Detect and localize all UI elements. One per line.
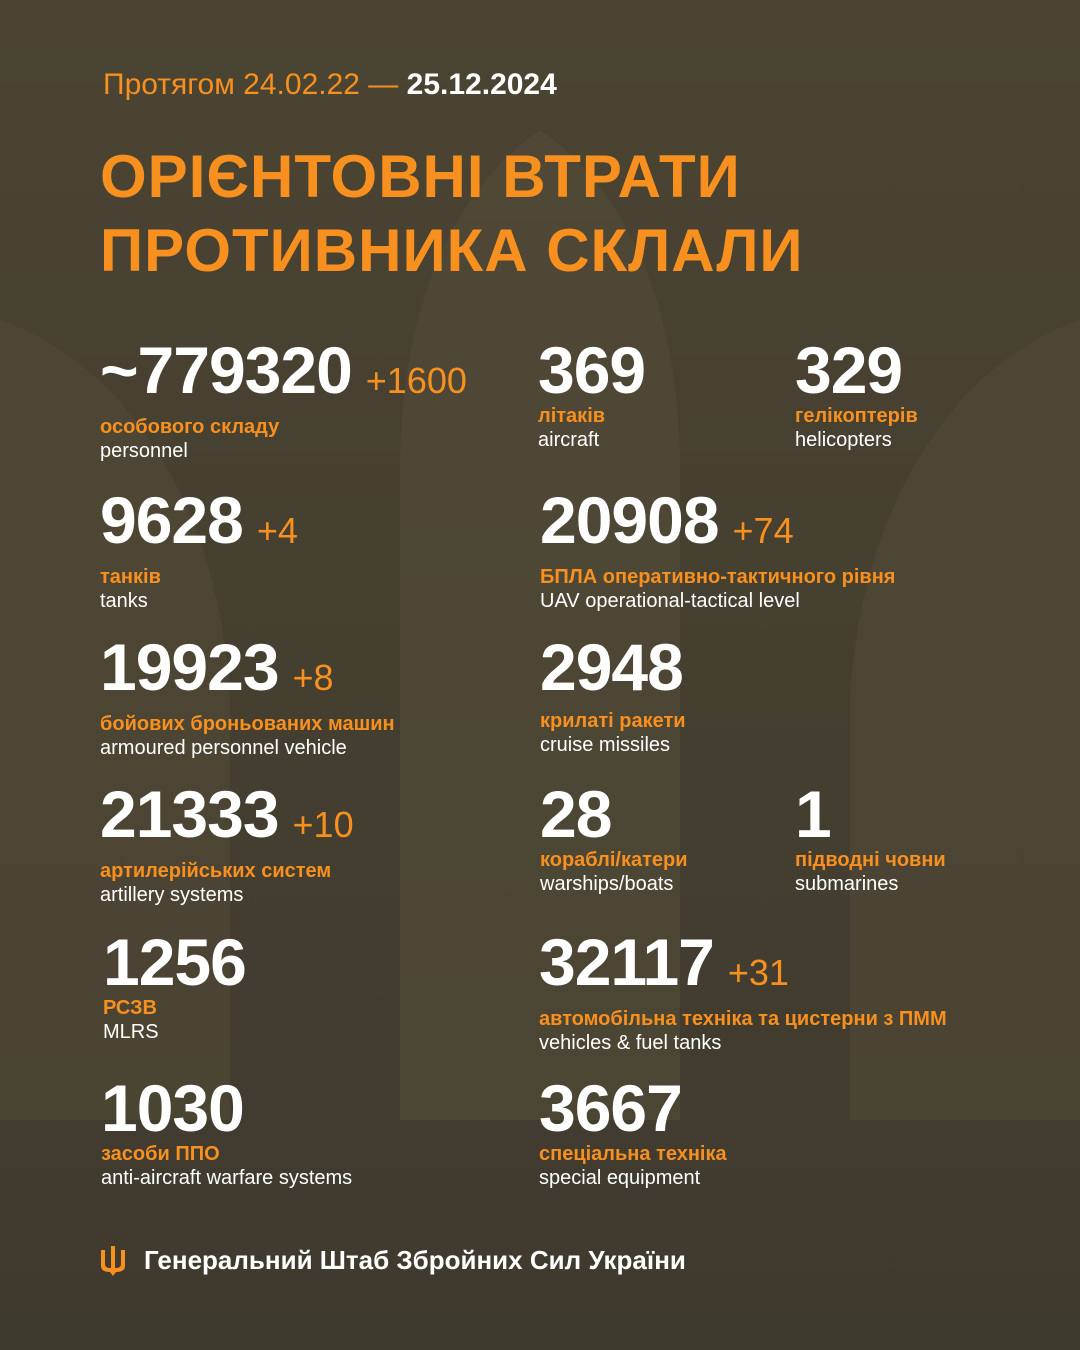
- stat-label-en: armoured personnel vehicle: [100, 737, 347, 759]
- stat-value: ~779320: [100, 333, 353, 407]
- stat-value: 20908: [540, 483, 720, 557]
- stat-personnel: ~779320 +1600 особового складу personnel: [100, 337, 467, 463]
- trident-icon: [101, 1245, 125, 1276]
- page-title: ОРІЄНТОВНІ ВТРАТИ ПРОТИВНИКА СКЛАЛИ: [100, 140, 804, 288]
- stat-label-ua: засоби ППО: [101, 1143, 220, 1165]
- stat-label-en: vehicles & fuel tanks: [539, 1032, 722, 1054]
- organization-name: Генеральний Штаб Збройних Сил України: [144, 1245, 686, 1275]
- title-line-1: ОРІЄНТОВНІ ВТРАТИ: [100, 143, 741, 210]
- period-start: Протягом 24.02.22 —: [103, 68, 399, 101]
- stat-label-ua: танків: [100, 566, 161, 588]
- stat-delta: +4: [256, 510, 298, 551]
- stat-value: 2948: [540, 630, 684, 704]
- title-line-2: ПРОТИВНИКА СКЛАЛИ: [100, 217, 804, 284]
- stat-delta: +1600: [365, 360, 467, 401]
- stat-cruise-missiles: 2948 крилаті ракети cruise missiles: [540, 634, 686, 757]
- stat-delta: +10: [292, 804, 354, 845]
- stat-label-en: aircraft: [538, 429, 600, 451]
- stat-value: 3667: [539, 1071, 683, 1145]
- stat-mlrs: 1256 РСЗВ MLRS: [103, 929, 247, 1044]
- stat-value: 1256: [103, 925, 247, 999]
- stat-label-en: special equipment: [539, 1167, 701, 1189]
- stat-label-en: UAV operational-tactical level: [540, 590, 800, 612]
- stat-uav: 20908 +74 БПЛА оперативно-тактичного рівня…: [540, 487, 896, 613]
- stat-delta: +8: [292, 657, 334, 698]
- stat-label-ua: РСЗВ: [103, 997, 157, 1019]
- stat-submarines: 1 підводні човни submarines: [795, 781, 946, 896]
- stat-label-ua: БПЛА оперативно-тактичного рівня: [540, 566, 896, 588]
- stat-value: 32117: [539, 925, 715, 999]
- stat-label-ua: літаків: [538, 405, 606, 427]
- stat-value: 19923: [100, 630, 280, 704]
- stat-value: 369: [538, 333, 646, 407]
- stat-artillery: 21333 +10 артилерійських систем artillery s…: [100, 781, 354, 907]
- stat-label-ua: бойових броньованих машин: [100, 713, 395, 735]
- stat-special-equipment: 3667 спеціальна техніка special equipment: [539, 1075, 727, 1190]
- stat-value: 329: [795, 333, 903, 407]
- stat-label-en: anti-aircraft warfare systems: [101, 1167, 353, 1189]
- stat-vehicles: 32117 +31 автомобільна техніка та цистерни…: [539, 929, 947, 1055]
- stat-label-en: personnel: [100, 440, 188, 462]
- footer: Генеральний Штаб Збройних Сил України: [100, 1245, 686, 1276]
- stat-label-ua: підводні човни: [795, 849, 946, 871]
- stat-label-ua: кораблі/катери: [540, 849, 688, 871]
- stat-value: 21333: [100, 777, 280, 851]
- stat-air-defense: 1030 засоби ППО anti-aircraft warfare syst…: [101, 1075, 353, 1190]
- stat-label-en: MLRS: [103, 1021, 159, 1043]
- stat-value: 9628: [100, 483, 244, 557]
- stat-label-ua: спеціальна техніка: [539, 1143, 727, 1165]
- stat-label-en: warships/boats: [540, 873, 674, 895]
- stat-delta: +74: [732, 510, 794, 551]
- stat-label-en: cruise missiles: [540, 734, 671, 756]
- stat-label-ua: особового складу: [100, 416, 280, 438]
- stat-delta: +31: [727, 952, 789, 993]
- period-end: 25.12.2024: [406, 68, 557, 101]
- stat-label-en: tanks: [100, 590, 148, 612]
- stat-helicopters: 329 гелікоптерів helicopters: [795, 337, 918, 452]
- period: Протягом 24.02.22 — 25.12.2024: [103, 68, 557, 102]
- stat-label-en: submarines: [795, 873, 899, 895]
- stat-apv: 19923 +8 бойових броньованих машин armoured…: [100, 634, 395, 760]
- stat-label-ua: автомобільна техніка та цистерни з ПММ: [539, 1008, 947, 1030]
- stat-label-ua: крилаті ракети: [540, 710, 686, 732]
- stat-label-ua: гелікоптерів: [795, 405, 918, 427]
- stat-value: 28: [540, 777, 612, 851]
- stat-aircraft: 369 літаків aircraft: [538, 337, 646, 452]
- stat-label-ua: артилерійських систем: [100, 860, 332, 882]
- stat-value: 1030: [101, 1071, 245, 1145]
- stat-tanks: 9628 +4 танків tanks: [100, 487, 298, 613]
- stat-label-en: artillery systems: [100, 884, 244, 906]
- stat-label-en: helicopters: [795, 429, 892, 451]
- stat-warships: 28 кораблі/катери warships/boats: [540, 781, 688, 896]
- stat-value: 1: [795, 777, 832, 851]
